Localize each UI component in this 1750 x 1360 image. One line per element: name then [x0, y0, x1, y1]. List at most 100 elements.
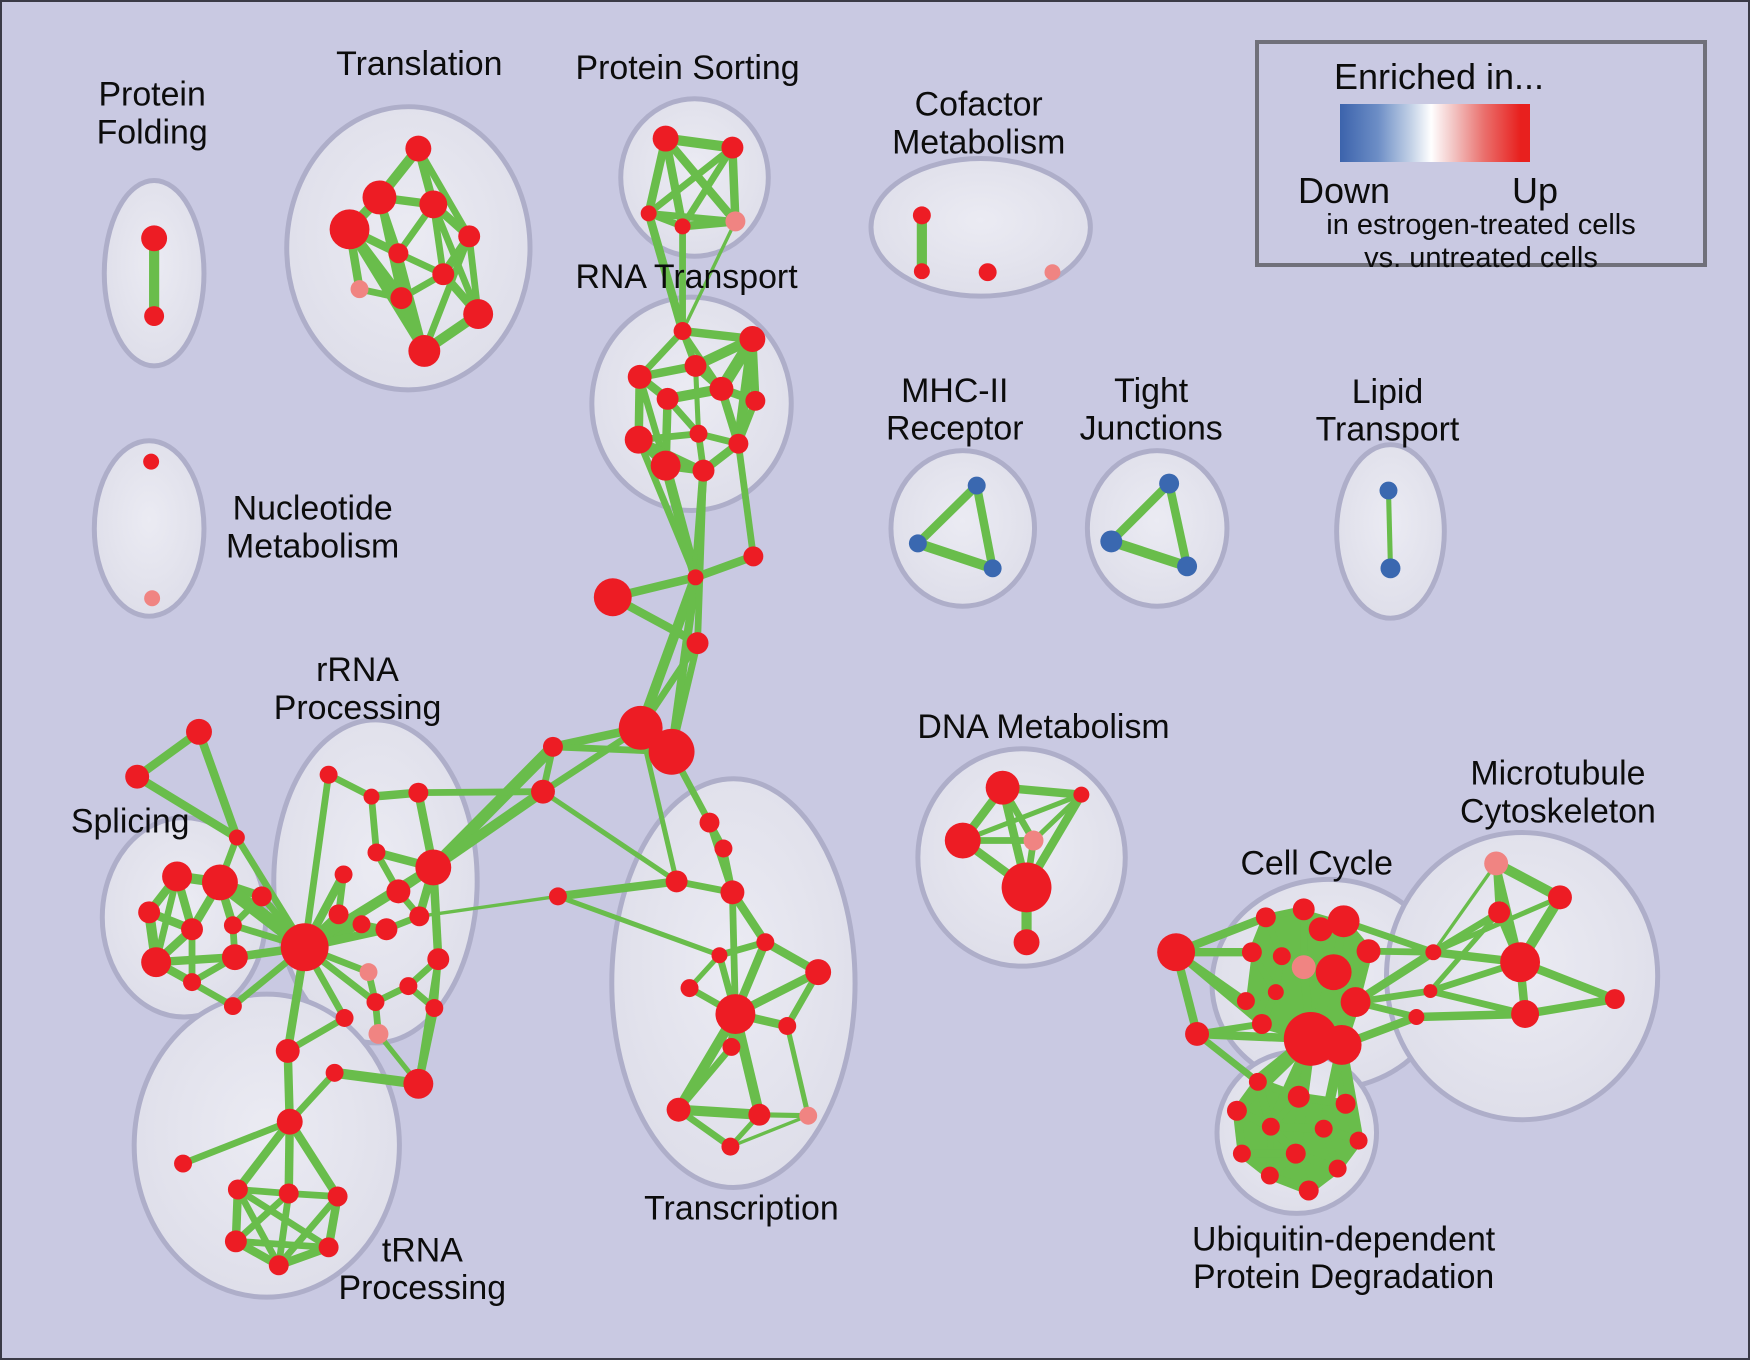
gene-set-node[interactable]	[143, 453, 160, 470]
gene-set-node[interactable]	[275, 1038, 300, 1063]
gene-set-node[interactable]	[720, 880, 745, 905]
gene-set-node[interactable]	[715, 994, 756, 1034]
gene-set-node[interactable]	[328, 904, 349, 925]
gene-set-node[interactable]	[1100, 530, 1123, 553]
gene-set-node[interactable]	[627, 364, 652, 389]
gene-set-node[interactable]	[366, 993, 385, 1012]
gene-set-node[interactable]	[223, 916, 242, 935]
gene-set-node[interactable]	[280, 923, 329, 972]
gene-set-node[interactable]	[141, 225, 168, 252]
gene-set-node[interactable]	[425, 999, 444, 1018]
gene-set-node[interactable]	[403, 1068, 434, 1099]
gene-set-node[interactable]	[985, 770, 1020, 805]
gene-set-node[interactable]	[721, 1137, 740, 1156]
gene-set-node[interactable]	[144, 306, 165, 327]
gene-set-node[interactable]	[1226, 1100, 1247, 1121]
gene-set-node[interactable]	[221, 944, 248, 971]
gene-set-node[interactable]	[967, 476, 986, 495]
gene-set-node[interactable]	[805, 959, 832, 986]
gene-set-node[interactable]	[186, 718, 212, 745]
gene-set-node[interactable]	[1157, 933, 1196, 972]
gene-set-node[interactable]	[390, 287, 413, 310]
gene-set-node[interactable]	[1379, 481, 1398, 500]
gene-set-node[interactable]	[327, 1186, 348, 1207]
gene-set-node[interactable]	[1272, 947, 1291, 966]
gene-set-node[interactable]	[722, 1037, 741, 1056]
gene-set-node[interactable]	[548, 887, 567, 906]
gene-set-node[interactable]	[944, 822, 981, 859]
gene-set-node[interactable]	[721, 136, 744, 159]
gene-set-node[interactable]	[463, 299, 494, 330]
gene-set-node[interactable]	[640, 205, 657, 222]
gene-set-node[interactable]	[1314, 1119, 1333, 1138]
gene-set-node[interactable]	[1248, 1072, 1267, 1091]
gene-set-node[interactable]	[748, 1103, 771, 1126]
gene-set-node[interactable]	[1261, 1117, 1280, 1136]
gene-set-node[interactable]	[689, 424, 708, 443]
gene-set-node[interactable]	[334, 865, 353, 884]
gene-set-node[interactable]	[228, 829, 245, 846]
gene-set-node[interactable]	[728, 433, 749, 454]
gene-set-node[interactable]	[665, 870, 688, 893]
gene-set-node[interactable]	[362, 180, 397, 215]
gene-set-node[interactable]	[1044, 264, 1061, 281]
gene-set-node[interactable]	[618, 705, 663, 750]
gene-set-node[interactable]	[1292, 898, 1315, 921]
gene-set-node[interactable]	[174, 1154, 193, 1173]
gene-set-node[interactable]	[1287, 1085, 1310, 1108]
gene-set-node[interactable]	[1023, 830, 1044, 851]
gene-set-node[interactable]	[278, 1183, 299, 1204]
gene-set-node[interactable]	[399, 977, 418, 996]
gene-set-node[interactable]	[1177, 556, 1198, 577]
gene-set-node[interactable]	[1308, 917, 1333, 942]
gene-set-node[interactable]	[624, 425, 653, 454]
gene-set-node[interactable]	[1315, 954, 1352, 991]
gene-set-node[interactable]	[1488, 901, 1511, 924]
gene-set-node[interactable]	[542, 736, 563, 757]
gene-set-node[interactable]	[1408, 1009, 1425, 1025]
gene-set-node[interactable]	[125, 764, 150, 789]
gene-set-node[interactable]	[432, 263, 455, 286]
gene-set-node[interactable]	[1285, 1143, 1306, 1164]
gene-set-node[interactable]	[531, 779, 555, 804]
gene-set-node[interactable]	[714, 839, 733, 858]
gene-set-node[interactable]	[325, 1063, 344, 1082]
gene-set-node[interactable]	[352, 915, 371, 934]
gene-set-node[interactable]	[1159, 473, 1180, 494]
gene-set-node[interactable]	[692, 459, 715, 482]
gene-set-node[interactable]	[367, 843, 386, 862]
gene-set-node[interactable]	[1267, 984, 1284, 1001]
gene-set-node[interactable]	[1291, 955, 1316, 980]
gene-set-node[interactable]	[650, 450, 681, 481]
gene-set-node[interactable]	[427, 948, 450, 971]
gene-set-node[interactable]	[375, 918, 398, 941]
gene-set-node[interactable]	[1548, 885, 1572, 910]
gene-set-node[interactable]	[711, 947, 728, 964]
gene-set-node[interactable]	[162, 861, 193, 892]
gene-set-node[interactable]	[1013, 929, 1040, 956]
gene-set-node[interactable]	[144, 590, 161, 607]
gene-set-node[interactable]	[652, 125, 679, 152]
gene-set-node[interactable]	[743, 546, 764, 567]
gene-set-node[interactable]	[419, 190, 448, 219]
gene-set-node[interactable]	[359, 963, 378, 982]
gene-set-node[interactable]	[1511, 1000, 1540, 1028]
gene-set-node[interactable]	[739, 326, 766, 352]
gene-set-node[interactable]	[138, 901, 161, 924]
gene-set-node[interactable]	[1185, 1021, 1210, 1046]
gene-set-node[interactable]	[687, 569, 704, 586]
gene-set-node[interactable]	[1260, 1166, 1279, 1185]
gene-set-node[interactable]	[912, 206, 931, 225]
gene-set-node[interactable]	[686, 632, 709, 655]
gene-set-node[interactable]	[1500, 942, 1541, 983]
gene-set-node[interactable]	[983, 559, 1002, 578]
gene-set-node[interactable]	[409, 906, 430, 927]
gene-set-node[interactable]	[1236, 992, 1255, 1011]
gene-set-node[interactable]	[1001, 862, 1052, 913]
gene-set-node[interactable]	[183, 973, 201, 992]
gene-set-node[interactable]	[181, 918, 203, 941]
gene-set-node[interactable]	[1425, 944, 1442, 961]
gene-set-node[interactable]	[1340, 987, 1371, 1018]
gene-set-node[interactable]	[1604, 989, 1625, 1010]
